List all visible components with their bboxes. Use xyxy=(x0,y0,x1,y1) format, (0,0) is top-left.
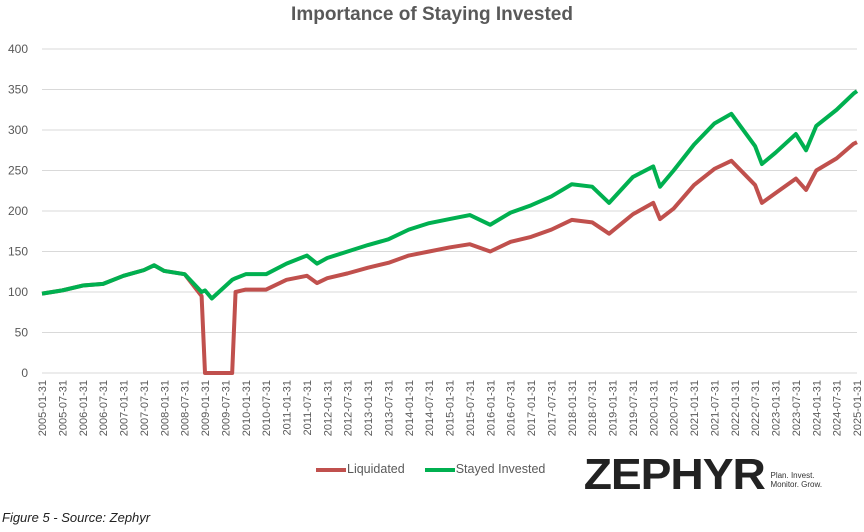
x-tick-label: 2011-01-31 xyxy=(282,380,294,435)
line-chart: 0 50 100 150 200 250 300 350 400 2005-01-31 2005-0… xyxy=(8,42,864,436)
x-tick-label: 2017-01-31 xyxy=(526,380,538,436)
x-tick-label: 2010-01-31 xyxy=(241,380,253,436)
x-tick-label: 2024-01-31 xyxy=(811,380,823,436)
series-line-stayed-invested xyxy=(41,89,859,301)
legend-swatch xyxy=(424,467,455,472)
x-tick-label: 2009-07-31 xyxy=(220,380,232,436)
legend-swatch xyxy=(316,467,346,472)
chart-title: Importance of Staying Invested xyxy=(291,4,573,25)
legend-item-liquidated: Liquidated xyxy=(316,462,405,476)
y-tick-label: 350 xyxy=(8,83,28,97)
x-tick-label: 2018-01-31 xyxy=(567,380,579,436)
x-tick-label: 2022-07-31 xyxy=(750,380,762,436)
y-tick-label: 100 xyxy=(8,285,28,299)
x-tick-label: 2019-07-31 xyxy=(628,380,640,436)
legend-item-stayed-invested: Stayed Invested xyxy=(424,462,546,476)
y-tick-label: 200 xyxy=(8,204,28,218)
x-tick-label: 2019-01-31 xyxy=(608,380,620,436)
legend: Liquidated Stayed Invested xyxy=(316,462,545,476)
x-tick-label: 2023-07-31 xyxy=(791,380,803,436)
x-tick-label: 2020-07-31 xyxy=(669,380,681,436)
x-tick-label: 2013-07-31 xyxy=(383,380,395,436)
x-tick-label: 2015-01-31 xyxy=(445,380,457,436)
x-tick-label: 2008-07-31 xyxy=(180,380,192,436)
x-tick-label: 2009-01-31 xyxy=(200,380,212,436)
x-tick-label: 2008-01-31 xyxy=(159,380,171,436)
legend-label: Liquidated xyxy=(347,462,405,476)
y-tick-label: 400 xyxy=(8,42,28,56)
x-tick-label: 2007-07-31 xyxy=(139,380,151,436)
y-tick-label: 0 xyxy=(21,366,28,380)
x-tick-label: 2006-01-31 xyxy=(78,380,90,436)
logo-tagline: Plan. Invest. Monitor. Grow. xyxy=(770,471,822,489)
x-tick-label: 2025-01-31 xyxy=(852,380,864,436)
x-tick-label: 2023-01-31 xyxy=(771,380,783,436)
x-tick-label: 2007-01-31 xyxy=(119,380,131,436)
x-tick-label: 2014-01-31 xyxy=(404,380,416,436)
logo-wordmark: ZEPHYR xyxy=(583,450,766,499)
tagline-line: Plan. Invest. xyxy=(770,471,815,480)
x-tick-label: 2011-07-31 xyxy=(302,380,314,435)
x-tick-label: 2020-01-31 xyxy=(648,380,660,436)
figure-caption: Figure 5 - Source: Zephyr xyxy=(2,510,151,525)
x-tick-label: 2010-07-31 xyxy=(261,380,273,436)
x-tick-label: 2005-07-31 xyxy=(57,380,69,436)
x-tick-label: 2012-01-31 xyxy=(322,380,334,436)
zephyr-logo: ZEPHYR Plan. Invest. Monitor. Grow. xyxy=(584,450,822,500)
tagline-line: Monitor. Grow. xyxy=(770,480,823,489)
x-tick-label: 2015-07-31 xyxy=(465,380,477,436)
x-tick-label: 2005-01-31 xyxy=(37,380,49,436)
x-tick-label: 2018-07-31 xyxy=(587,380,599,436)
x-tick-label: 2017-07-31 xyxy=(546,380,558,436)
y-tick-label: 150 xyxy=(8,245,28,259)
x-tick-label: 2006-07-31 xyxy=(98,380,110,436)
x-tick-label: 2016-01-31 xyxy=(485,380,497,436)
x-tick-label: 2021-01-31 xyxy=(689,380,701,436)
x-tick-label: 2014-07-31 xyxy=(424,380,436,436)
x-tick-label: 2022-01-31 xyxy=(730,380,742,436)
legend-label: Stayed Invested xyxy=(455,462,546,476)
y-tick-label: 300 xyxy=(8,123,28,137)
x-tick-label: 2013-01-31 xyxy=(363,380,375,436)
x-tick-label: 2012-07-31 xyxy=(343,380,355,436)
series-line-liquidated xyxy=(41,140,858,375)
y-tick-label: 250 xyxy=(8,164,28,178)
x-tick-label: 2024-07-31 xyxy=(832,380,844,436)
x-tick-label: 2021-07-31 xyxy=(709,380,721,436)
y-tick-label: 50 xyxy=(15,326,29,340)
x-tick-label: 2016-07-31 xyxy=(506,380,518,436)
